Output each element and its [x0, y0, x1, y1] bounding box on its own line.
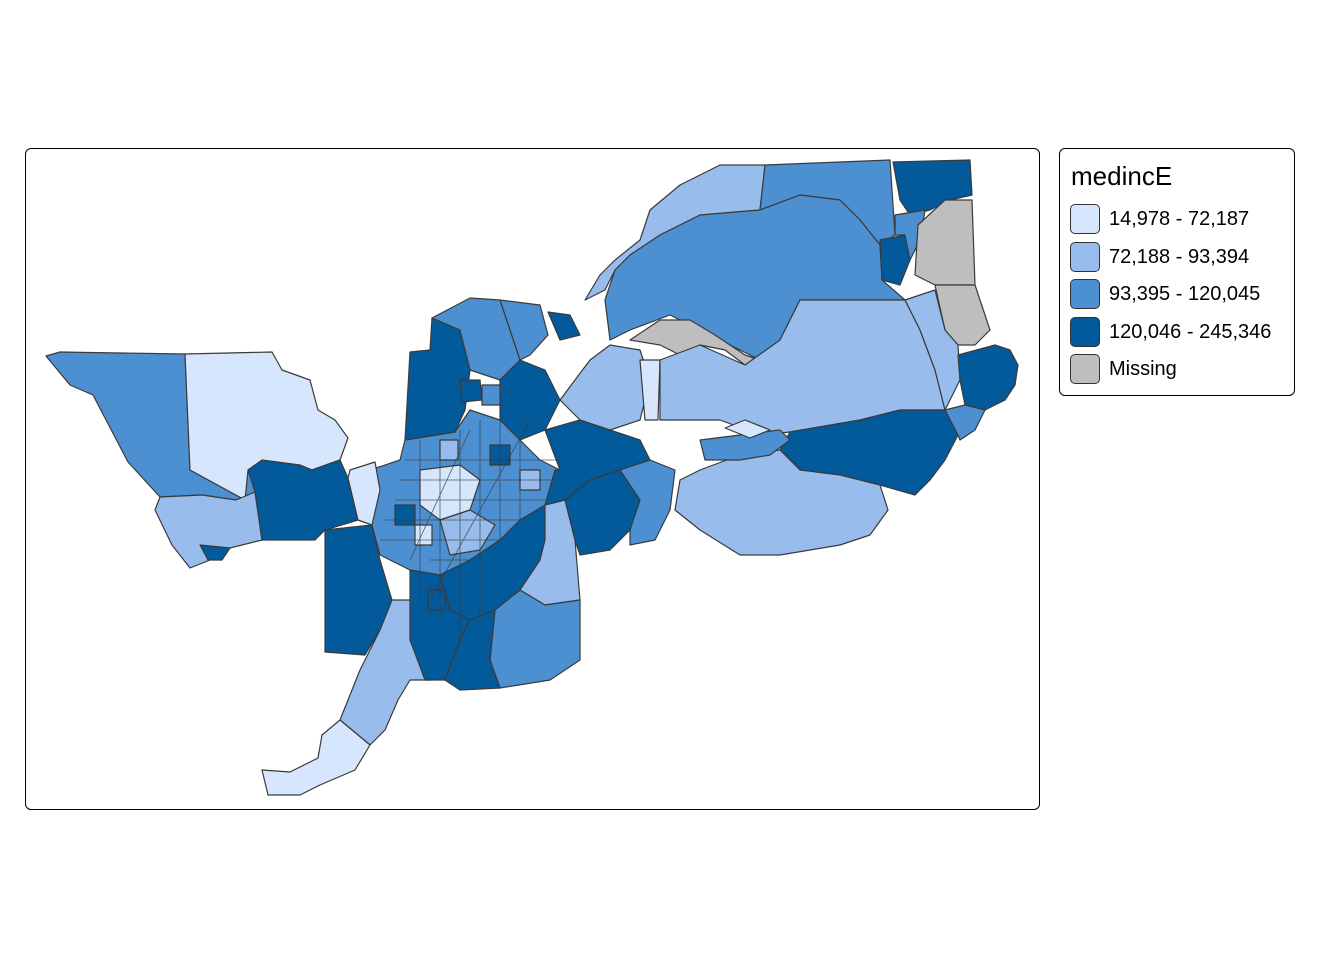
legend-label: 72,188 - 93,394 — [1109, 246, 1250, 268]
legend-item: Missing — [1068, 353, 1290, 387]
tract-north-dark-small — [547, 311, 581, 341]
tract-grid-1 — [459, 379, 483, 403]
legend-label: 93,395 - 120,045 — [1109, 283, 1261, 305]
legend-swatch-3 — [1070, 279, 1100, 309]
tract-southeast-light-large — [674, 449, 889, 556]
legend-swatch-missing — [1070, 354, 1100, 384]
legend-item: 93,395 - 120,045 — [1068, 278, 1290, 312]
tract-river-light — [347, 461, 381, 526]
tract-mid-mid — [619, 459, 676, 546]
legend-swatch-1 — [1070, 204, 1100, 234]
legend-item: 72,188 - 93,394 — [1068, 241, 1290, 275]
tract-far-east-dark-2 — [879, 234, 911, 286]
tract-light-east-small — [724, 419, 771, 439]
legend-label: 14,978 - 72,187 — [1109, 208, 1250, 230]
tract-south-tip — [261, 719, 371, 796]
legend-label: 120,046 - 245,346 — [1109, 321, 1272, 343]
tract-far-east-mid-2 — [944, 404, 986, 441]
tract-north-central-dark — [404, 317, 471, 441]
tract-grid-2 — [481, 384, 501, 406]
legend-item: 120,046 - 245,346 — [1068, 316, 1290, 350]
legend: medincE 14,978 - 72,187 72,188 - 93,394 … — [1059, 148, 1295, 396]
legend-swatch-4 — [1070, 317, 1100, 347]
tract-far-east-dark-3 — [957, 344, 1019, 411]
tract-west-south-small — [199, 544, 231, 561]
tract-mid-light-1 — [559, 344, 651, 431]
legend-swatch-2 — [1070, 242, 1100, 272]
tract-grid-5 — [394, 504, 416, 526]
tract-north-mid-2 — [499, 299, 549, 361]
legend-title: medincE — [1071, 161, 1173, 191]
tract-grid-6 — [414, 524, 433, 546]
tract-mid-light-strip — [639, 359, 661, 421]
tract-south-east-mid — [489, 589, 581, 689]
tract-grid-4 — [439, 439, 459, 461]
legend-item: 14,978 - 72,187 — [1068, 203, 1290, 237]
tract-south-dark-bottom — [444, 609, 501, 691]
tract-grid-8 — [427, 589, 446, 611]
tract-far-east-mid — [894, 209, 926, 261]
legend-label: Missing — [1109, 358, 1177, 380]
